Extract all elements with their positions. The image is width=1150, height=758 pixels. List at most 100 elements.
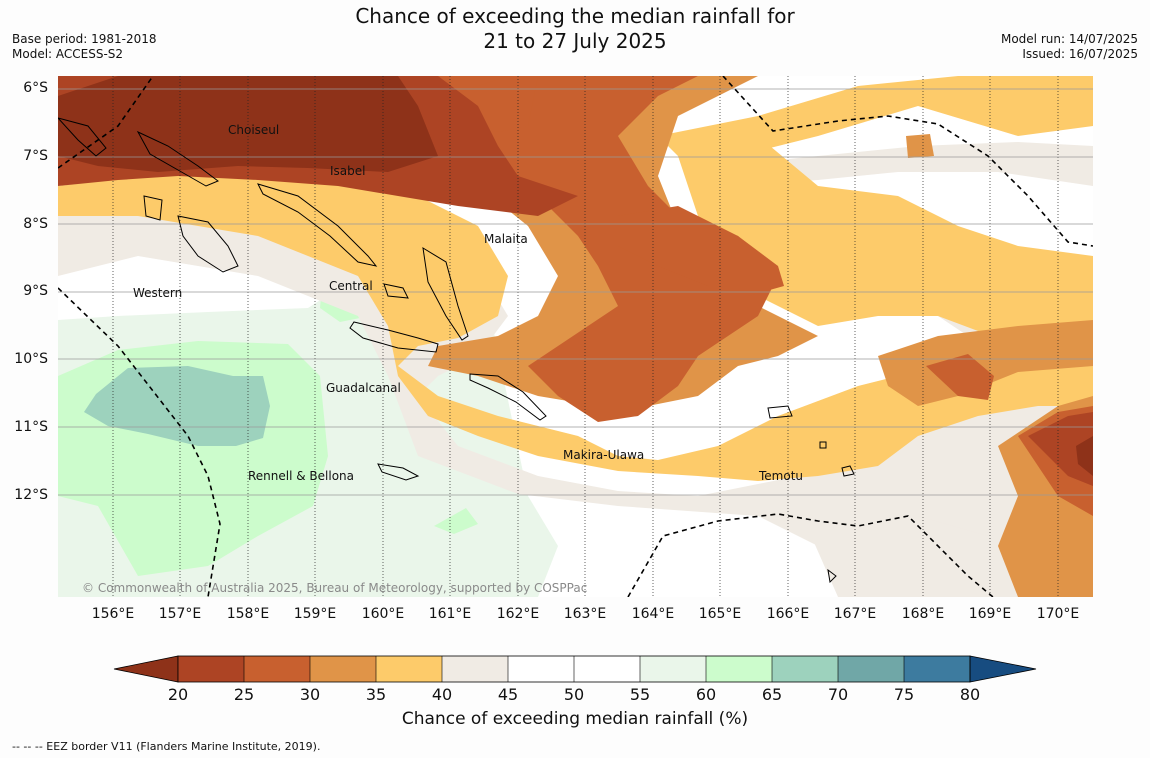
cb-tick-20: 20 xyxy=(167,685,189,704)
lon-label-156e: 156°E xyxy=(91,606,135,622)
cb-tick-50: 50 xyxy=(563,685,585,704)
map-title: Chance of exceeding the median rainfall … xyxy=(0,4,1150,54)
lat-label-11s: 11°S xyxy=(14,419,48,435)
florida-islands xyxy=(383,283,409,299)
label-makira-ulawa: Makira-Ulawa xyxy=(563,448,644,462)
base-period: Base period: 1981-2018 xyxy=(12,32,157,46)
islands xyxy=(58,117,855,584)
lat-label-9s: 9°S xyxy=(23,283,48,299)
colorbar-extend-high xyxy=(969,655,1037,683)
latitude-lines xyxy=(58,88,1093,496)
new-georgia-island xyxy=(177,215,239,273)
contour-25-30-east xyxy=(926,354,994,400)
cb-tick-80: 80 xyxy=(959,685,981,704)
lon-label-165e: 165°E xyxy=(698,606,742,622)
lat-label-6s: 6°S xyxy=(23,80,48,96)
contour-35-40 xyxy=(58,172,1093,481)
lon-label-169e: 169°E xyxy=(968,606,1012,622)
label-western: Western xyxy=(133,286,182,300)
eez-legend-note: -- -- -- EEZ border V11 (Flanders Marine… xyxy=(12,740,321,753)
meta-right: Model run: 14/07/2025 Issued: 16/07/2025 xyxy=(1001,32,1138,62)
vanikoro-island xyxy=(819,441,827,449)
cb-tick-45: 45 xyxy=(497,685,519,704)
contour-35-40-ne xyxy=(658,76,1093,156)
lon-label-167e: 167°E xyxy=(833,606,877,622)
guadalcanal-island xyxy=(349,321,439,353)
issued-date: Issued: 16/07/2025 xyxy=(1022,47,1138,61)
cb-tick-60: 60 xyxy=(695,685,717,704)
contour-20-25-se xyxy=(1028,412,1093,486)
colorbar-45-50 xyxy=(508,656,574,682)
cb-tick-55: 55 xyxy=(629,685,651,704)
cb-tick-65: 65 xyxy=(761,685,783,704)
lon-label-170e: 170°E xyxy=(1036,606,1080,622)
label-temotu: Temotu xyxy=(758,469,803,483)
cb-tick-25: 25 xyxy=(233,685,255,704)
title-line-2: 21 to 27 July 2025 xyxy=(483,29,667,53)
tikopia-island xyxy=(841,465,855,477)
cb-tick-40: 40 xyxy=(431,685,453,704)
colorbar-30-35 xyxy=(310,656,376,682)
colorbar xyxy=(113,655,1037,683)
colorbar-35-40 xyxy=(376,656,442,682)
contour-30-35-small xyxy=(906,134,934,158)
contour-60-65-south xyxy=(434,508,478,534)
label-central: Central xyxy=(329,279,373,293)
cb-tick-70: 70 xyxy=(827,685,849,704)
label-choiseul: Choiseul xyxy=(228,123,279,137)
contour-25-30 xyxy=(58,76,778,422)
lon-label-162e: 162°E xyxy=(496,606,540,622)
colorbar-40-45 xyxy=(442,656,508,682)
meta-left: Base period: 1981-2018 Model: ACCESS-S2 xyxy=(12,32,157,62)
contour-below-20-se xyxy=(1076,436,1093,476)
santa-cruz-island xyxy=(767,405,793,419)
cb-tick-75: 75 xyxy=(893,685,915,704)
lat-label-7s: 7°S xyxy=(23,148,48,164)
eez-borders xyxy=(58,76,1093,597)
cb-tick-35: 35 xyxy=(365,685,387,704)
cb-tick-30: 30 xyxy=(299,685,321,704)
lat-label-10s: 10°S xyxy=(14,351,48,367)
lat-label-12s: 12°S xyxy=(14,487,48,503)
copyright-notice: © Commonwealth of Australia 2025, Bureau… xyxy=(82,581,587,595)
colorbar-60-65 xyxy=(706,656,772,682)
label-malaita: Malaita xyxy=(484,232,528,246)
makira-island xyxy=(469,373,547,421)
colorbar-extend-low xyxy=(113,655,179,683)
colorbar-label: Chance of exceeding median rainfall (%) xyxy=(401,709,749,729)
colorbar-55-60 xyxy=(640,656,706,682)
rennell-island xyxy=(377,463,420,481)
anuta-island xyxy=(827,568,837,584)
lon-label-158e: 158°E xyxy=(226,606,270,622)
lon-label-163e: 163°E xyxy=(563,606,607,622)
shortland-islands xyxy=(58,117,107,157)
label-isabel: Isabel xyxy=(330,164,365,178)
contour-35-40-mid xyxy=(678,136,1093,352)
lon-label-161e: 161°E xyxy=(428,606,472,622)
lat-label-8s: 8°S xyxy=(23,216,48,232)
choiseul-island xyxy=(136,130,219,187)
label-rennell-bellona: Rennell & Bellona xyxy=(248,469,354,483)
lon-label-159e: 159°E xyxy=(293,606,337,622)
colorbar-50-55 xyxy=(574,656,640,682)
colorbar-75-80 xyxy=(904,656,970,682)
contour-25-30-mid xyxy=(618,206,784,296)
colorbar-65-70 xyxy=(772,656,838,682)
contour-30-35-east xyxy=(878,320,1093,406)
model-run: Model run: 14/07/2025 xyxy=(1000,32,1138,46)
colorbar-20-25 xyxy=(178,656,244,682)
title-line-1: Chance of exceeding the median rainfall … xyxy=(355,4,795,28)
colorbar-70-75 xyxy=(838,656,904,682)
vella-lavella-island xyxy=(143,195,163,221)
rainfall-map: Choiseul Isabel Malaita Western Central … xyxy=(58,76,1093,597)
contour-65-70 xyxy=(84,366,270,446)
lon-label-160e: 160°E xyxy=(361,606,405,622)
model-name: Model: ACCESS-S2 xyxy=(12,47,124,61)
lon-label-166e: 166°E xyxy=(766,606,810,622)
contour-40-45 xyxy=(58,196,1093,597)
label-guadalcanal: Guadalcanal xyxy=(326,381,401,395)
malaita-island xyxy=(422,247,469,341)
colorbar-25-30 xyxy=(244,656,310,682)
isabel-island xyxy=(257,183,378,267)
lon-label-168e: 168°E xyxy=(901,606,945,622)
